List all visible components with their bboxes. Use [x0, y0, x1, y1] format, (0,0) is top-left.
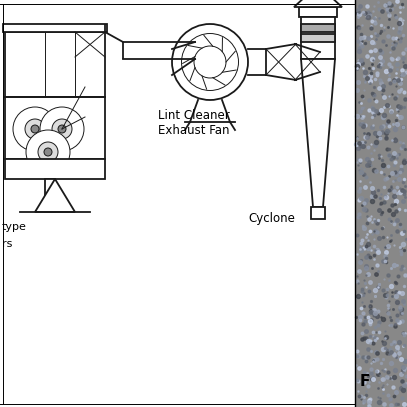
Bar: [5, 32, 105, 97]
Bar: [355, 0, 407, 407]
Circle shape: [172, 24, 248, 100]
Circle shape: [58, 125, 66, 133]
Polygon shape: [45, 179, 55, 212]
Bar: [299, 7, 337, 17]
Bar: [5, 159, 105, 179]
Circle shape: [38, 142, 58, 162]
Text: rs: rs: [2, 239, 12, 249]
Bar: [301, 24, 335, 32]
Circle shape: [25, 119, 45, 139]
Circle shape: [194, 46, 226, 78]
Bar: [301, 17, 335, 59]
Bar: [5, 97, 105, 159]
Polygon shape: [301, 59, 335, 207]
Bar: [311, 207, 325, 219]
Text: F: F: [360, 374, 370, 389]
Text: Cyclone: Cyclone: [248, 212, 295, 225]
Circle shape: [31, 125, 39, 133]
Polygon shape: [35, 179, 75, 212]
Bar: [3, 24, 107, 32]
Text: type: type: [2, 222, 27, 232]
Circle shape: [13, 107, 57, 151]
Bar: [301, 34, 335, 42]
Circle shape: [40, 107, 84, 151]
Circle shape: [52, 119, 72, 139]
Circle shape: [26, 130, 70, 174]
Text: Lint Cleaner
Exhaust Fan: Lint Cleaner Exhaust Fan: [158, 109, 230, 137]
Polygon shape: [294, 0, 342, 7]
Circle shape: [44, 148, 52, 156]
